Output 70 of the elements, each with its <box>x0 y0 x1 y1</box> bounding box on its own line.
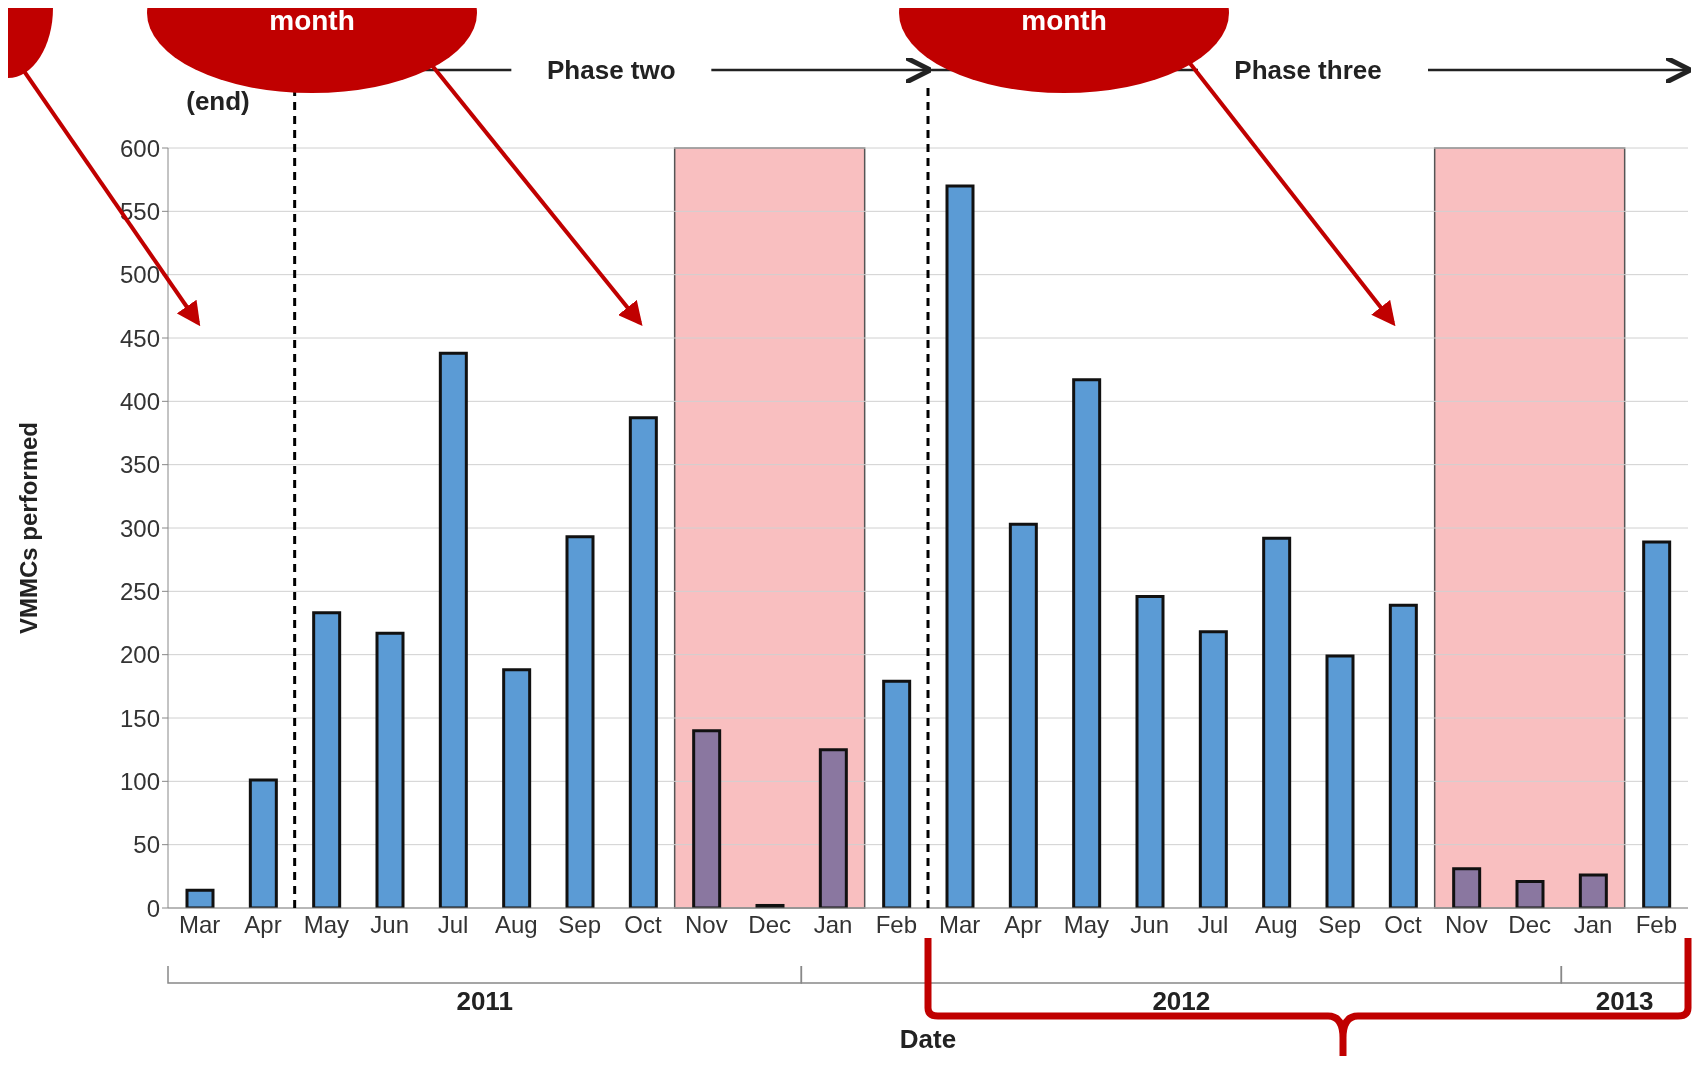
bar <box>1642 540 1672 908</box>
text: 2012 <box>1152 986 1211 1016</box>
x-tick-label: May <box>303 911 350 939</box>
text: Phase two <box>547 55 676 85</box>
x-tick-label: Dec <box>1508 911 1552 939</box>
x-tick-label: Apr <box>1004 911 1042 939</box>
y-tick-label: 250 <box>119 577 160 605</box>
bar <box>818 748 848 908</box>
x-tick-label: Oct <box>1384 911 1422 939</box>
y-tick-label: 200 <box>119 641 160 669</box>
text: 2011 <box>456 986 513 1016</box>
x-tick-label: Nov <box>1444 911 1488 939</box>
x-tick-label: Dec <box>748 911 792 939</box>
x-tick-label: Apr <box>244 911 282 939</box>
text: 2013 <box>1595 986 1654 1016</box>
bar <box>1452 867 1482 908</box>
x-tick-label: Aug <box>1254 911 1298 939</box>
bar <box>1578 873 1608 908</box>
text: Phase three <box>1234 55 1382 85</box>
bar <box>1198 630 1228 908</box>
y-tick-label: 600 <box>119 134 160 162</box>
y-tick-label: 150 <box>119 704 160 732</box>
y-tick-label: 500 <box>119 261 160 289</box>
y-tick-label: 450 <box>119 324 160 352</box>
x-tick-label: Jul <box>1197 911 1229 939</box>
x-tick-label: May <box>1063 911 1110 939</box>
y-tick-label: 0 <box>146 894 160 922</box>
bar <box>565 535 595 908</box>
x-tick-label: Jan <box>1573 911 1613 939</box>
bar <box>312 611 342 908</box>
x-tick-label: Oct <box>624 911 662 939</box>
text: (end) <box>186 86 250 116</box>
bar <box>882 679 912 908</box>
x-tick-label: Sep <box>558 911 602 939</box>
x-tick-label: Feb <box>1635 911 1678 939</box>
y-tick-label: 300 <box>119 514 160 542</box>
bar <box>1008 522 1038 908</box>
bar <box>185 888 215 908</box>
x-tick-label: Nov <box>684 911 728 939</box>
x-tick-label: Jul <box>437 911 469 939</box>
x-tick-label: Feb <box>875 911 918 939</box>
bar <box>502 668 532 908</box>
bar <box>692 729 722 908</box>
bar <box>1262 536 1292 908</box>
bar <box>1072 378 1102 908</box>
bar <box>1515 879 1545 908</box>
y-axis-title: VMMCs performed <box>14 421 42 635</box>
x-tick-label: Sep <box>1318 911 1362 939</box>
text: month <box>269 5 355 36</box>
x-tick-label: Jun <box>370 911 410 939</box>
bar <box>1325 654 1355 908</box>
bar <box>628 416 658 908</box>
bar <box>248 778 278 908</box>
x-tick-label: Aug <box>494 911 538 939</box>
bar <box>945 184 975 908</box>
x-tick-label: Jun <box>1130 911 1170 939</box>
y-tick-label: 350 <box>119 451 160 479</box>
x-tick-label: Mar <box>938 911 981 939</box>
y-tick-label: 550 <box>119 197 160 225</box>
x-tick-label: Jan <box>813 911 853 939</box>
bar <box>1388 603 1418 908</box>
x-tick-label: Mar <box>178 911 221 939</box>
x-axis-title: Date <box>899 1024 957 1054</box>
bar <box>375 631 405 908</box>
y-tick-label: 50 <box>133 831 160 859</box>
y-tick-label: 400 <box>119 387 160 415</box>
text: month <box>1021 5 1107 36</box>
bar <box>438 351 468 908</box>
y-tick-label: 100 <box>119 767 160 795</box>
bar <box>1135 594 1165 908</box>
